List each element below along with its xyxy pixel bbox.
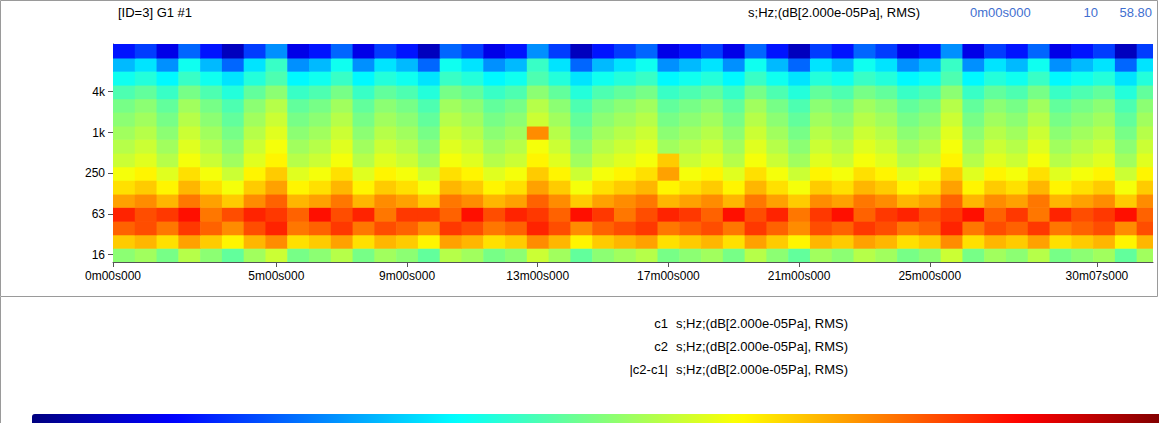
svg-text:c1: c1 xyxy=(654,316,668,331)
svg-text:13m00s000: 13m00s000 xyxy=(506,269,569,283)
svg-text:9m00s000: 9m00s000 xyxy=(379,269,435,283)
svg-text:10: 10 xyxy=(1084,5,1098,20)
svg-text:|c2-c1|: |c2-c1| xyxy=(629,362,668,377)
svg-text:16: 16 xyxy=(92,248,106,262)
svg-text:s;Hz;(dB[2.000e-05Pa], RMS): s;Hz;(dB[2.000e-05Pa], RMS) xyxy=(676,362,848,377)
svg-text:s;Hz;(dB[2.000e-05Pa], RMS): s;Hz;(dB[2.000e-05Pa], RMS) xyxy=(748,5,920,20)
svg-text:4k: 4k xyxy=(92,85,106,99)
svg-text:17m00s000: 17m00s000 xyxy=(637,269,700,283)
svg-text:21m00s000: 21m00s000 xyxy=(768,269,831,283)
svg-text:250: 250 xyxy=(85,166,105,180)
svg-text:30m07s000: 30m07s000 xyxy=(1066,269,1129,283)
svg-text:63: 63 xyxy=(92,207,106,221)
svg-text:58.80: 58.80 xyxy=(1119,5,1152,20)
svg-text:5m00s000: 5m00s000 xyxy=(248,269,304,283)
svg-text:0m00s000: 0m00s000 xyxy=(85,269,141,283)
svg-text:1k: 1k xyxy=(92,126,106,140)
svg-text:25m00s000: 25m00s000 xyxy=(898,269,961,283)
svg-text:s;Hz;(dB[2.000e-05Pa], RMS): s;Hz;(dB[2.000e-05Pa], RMS) xyxy=(676,316,848,331)
svg-text:c2: c2 xyxy=(654,339,668,354)
svg-text:[ID=3] G1 #1: [ID=3] G1 #1 xyxy=(118,5,192,20)
svg-text:0m00s000: 0m00s000 xyxy=(970,5,1031,20)
svg-text:s;Hz;(dB[2.000e-05Pa], RMS): s;Hz;(dB[2.000e-05Pa], RMS) xyxy=(676,339,848,354)
